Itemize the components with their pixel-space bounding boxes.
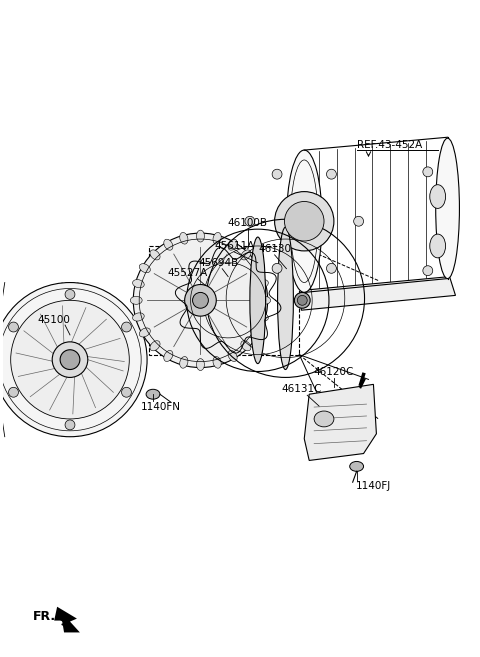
Ellipse shape <box>132 313 144 321</box>
Ellipse shape <box>196 359 204 371</box>
Ellipse shape <box>180 357 188 368</box>
Ellipse shape <box>326 263 336 273</box>
Text: FR.: FR. <box>33 610 56 623</box>
Ellipse shape <box>314 411 334 427</box>
Ellipse shape <box>133 233 268 367</box>
Ellipse shape <box>65 290 75 300</box>
Ellipse shape <box>326 170 336 179</box>
Ellipse shape <box>150 341 160 351</box>
Ellipse shape <box>213 357 221 368</box>
Ellipse shape <box>9 322 18 332</box>
Ellipse shape <box>52 342 88 377</box>
Polygon shape <box>304 384 376 461</box>
Text: 46120C: 46120C <box>314 367 354 378</box>
Ellipse shape <box>259 296 271 304</box>
Ellipse shape <box>350 461 363 471</box>
Ellipse shape <box>423 167 433 177</box>
Ellipse shape <box>354 216 363 226</box>
Ellipse shape <box>430 234 445 258</box>
Text: 45527A: 45527A <box>168 267 208 278</box>
Ellipse shape <box>9 388 18 397</box>
Ellipse shape <box>213 233 221 244</box>
Polygon shape <box>301 277 456 310</box>
Ellipse shape <box>241 341 251 351</box>
Text: 46100B: 46100B <box>228 218 268 228</box>
Ellipse shape <box>257 313 268 321</box>
Polygon shape <box>54 607 80 633</box>
Ellipse shape <box>241 250 251 260</box>
Ellipse shape <box>430 185 445 208</box>
Ellipse shape <box>251 263 262 273</box>
Text: 45100: 45100 <box>37 315 70 325</box>
Ellipse shape <box>130 296 142 304</box>
Ellipse shape <box>287 150 322 292</box>
Ellipse shape <box>0 283 147 437</box>
Ellipse shape <box>164 350 173 361</box>
Ellipse shape <box>121 388 132 397</box>
Ellipse shape <box>185 284 216 316</box>
Text: REF.43-452A: REF.43-452A <box>357 140 422 150</box>
Ellipse shape <box>121 322 132 332</box>
Text: 46130: 46130 <box>258 244 291 254</box>
Text: 45611A: 45611A <box>214 241 254 251</box>
Ellipse shape <box>257 280 268 288</box>
Ellipse shape <box>65 420 75 430</box>
Ellipse shape <box>251 328 262 337</box>
Ellipse shape <box>192 292 208 308</box>
Text: 1140FN: 1140FN <box>141 402 181 412</box>
Text: 46131C: 46131C <box>281 384 322 394</box>
Ellipse shape <box>436 138 459 279</box>
Ellipse shape <box>60 350 80 369</box>
Ellipse shape <box>196 230 204 242</box>
Ellipse shape <box>245 216 255 226</box>
Ellipse shape <box>228 239 237 250</box>
Ellipse shape <box>180 233 188 244</box>
Text: 45694B: 45694B <box>198 258 239 268</box>
Ellipse shape <box>132 280 144 288</box>
Ellipse shape <box>11 300 129 419</box>
Ellipse shape <box>423 265 433 276</box>
Ellipse shape <box>277 227 293 369</box>
Ellipse shape <box>150 250 160 260</box>
Ellipse shape <box>294 292 310 308</box>
Ellipse shape <box>146 390 160 399</box>
Ellipse shape <box>275 192 334 251</box>
Ellipse shape <box>228 350 237 361</box>
Ellipse shape <box>164 239 173 250</box>
Ellipse shape <box>250 237 266 363</box>
Ellipse shape <box>139 328 150 337</box>
Ellipse shape <box>272 170 282 179</box>
Ellipse shape <box>297 296 307 306</box>
Text: 1140FJ: 1140FJ <box>356 481 391 491</box>
Ellipse shape <box>285 202 324 241</box>
Ellipse shape <box>139 263 150 273</box>
Ellipse shape <box>272 263 282 273</box>
